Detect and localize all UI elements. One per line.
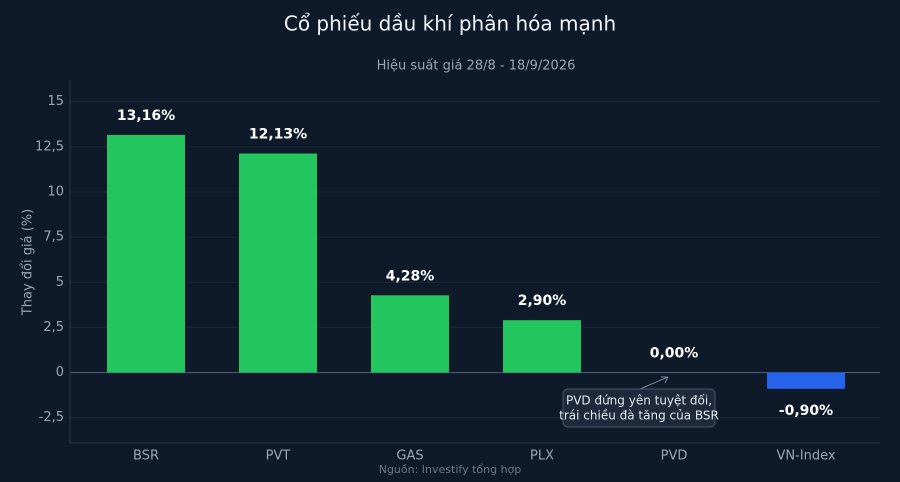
y-tick-label: -2,5: [39, 410, 64, 425]
x-tick-label: PVD: [661, 449, 688, 464]
value-label: 12,13%: [249, 127, 307, 143]
annotation-text: trái chiều đà tăng của BSR: [559, 409, 719, 423]
bar: [503, 320, 581, 373]
y-tick-label: 15: [47, 94, 64, 109]
annotation-box: [562, 388, 716, 428]
value-label: 4,28%: [386, 268, 435, 284]
x-tick-label: PVT: [266, 449, 291, 464]
x-tick-label: BSR: [133, 449, 159, 464]
annotation-arrow: [639, 376, 669, 390]
y-tick-label: 0: [56, 365, 64, 380]
x-tick-label: GAS: [396, 449, 423, 464]
x-tick-label: PLX: [530, 449, 554, 464]
y-tick-label: 2,5: [43, 320, 64, 335]
y-tick-label: 7,5: [43, 230, 64, 245]
annotation-text: PVD đứng yên tuyệt đối,: [566, 394, 712, 408]
value-label: 0,00%: [650, 346, 699, 362]
value-label: -0,90%: [779, 403, 833, 419]
y-tick-label: 12,5: [35, 139, 64, 154]
bar: [371, 295, 449, 373]
annotation-arrowhead: [661, 376, 669, 384]
bar: [107, 134, 185, 373]
value-label: 13,16%: [117, 108, 175, 124]
bar: [767, 372, 845, 389]
y-axis-label: Thay đổi giá (%): [21, 209, 36, 316]
x-tick-label: VN-Index: [776, 449, 835, 464]
y-tick-label: 5: [56, 275, 64, 290]
source: Nguồn: Investify tổng hợp: [379, 463, 522, 476]
value-label: 2,90%: [518, 293, 567, 309]
y-tick-label: 10: [47, 184, 64, 199]
chart-subtitle: Hiệu suất giá 28/8 - 18/9/2026: [377, 59, 576, 74]
chart-title: Cổ phiếu dầu khí phân hóa mạnh: [284, 12, 616, 36]
bar: [239, 153, 317, 373]
